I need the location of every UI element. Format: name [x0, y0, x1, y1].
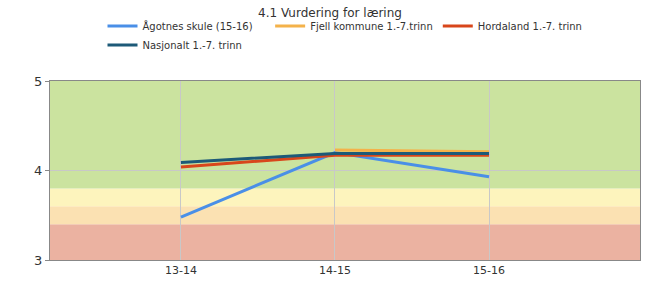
svg-text:13-14: 13-14 [165, 264, 197, 277]
svg-text:Ågotnes skule (15-16): Ågotnes skule (15-16) [143, 20, 253, 32]
svg-text:4.1 Vurdering for læring: 4.1 Vurdering for læring [258, 6, 402, 20]
svg-text:5: 5 [34, 74, 42, 89]
svg-text:Fjell kommune 1.-7.trinn: Fjell kommune 1.-7.trinn [310, 21, 433, 32]
svg-text:3: 3 [34, 253, 42, 268]
svg-text:4: 4 [34, 163, 42, 178]
svg-text:Hordaland 1.-7. trinn: Hordaland 1.-7. trinn [478, 21, 582, 32]
svg-text:Nasjonalt 1.-7. trinn: Nasjonalt 1.-7. trinn [143, 40, 242, 51]
svg-text:14-15: 14-15 [319, 264, 351, 277]
svg-text:15-16: 15-16 [473, 264, 505, 277]
